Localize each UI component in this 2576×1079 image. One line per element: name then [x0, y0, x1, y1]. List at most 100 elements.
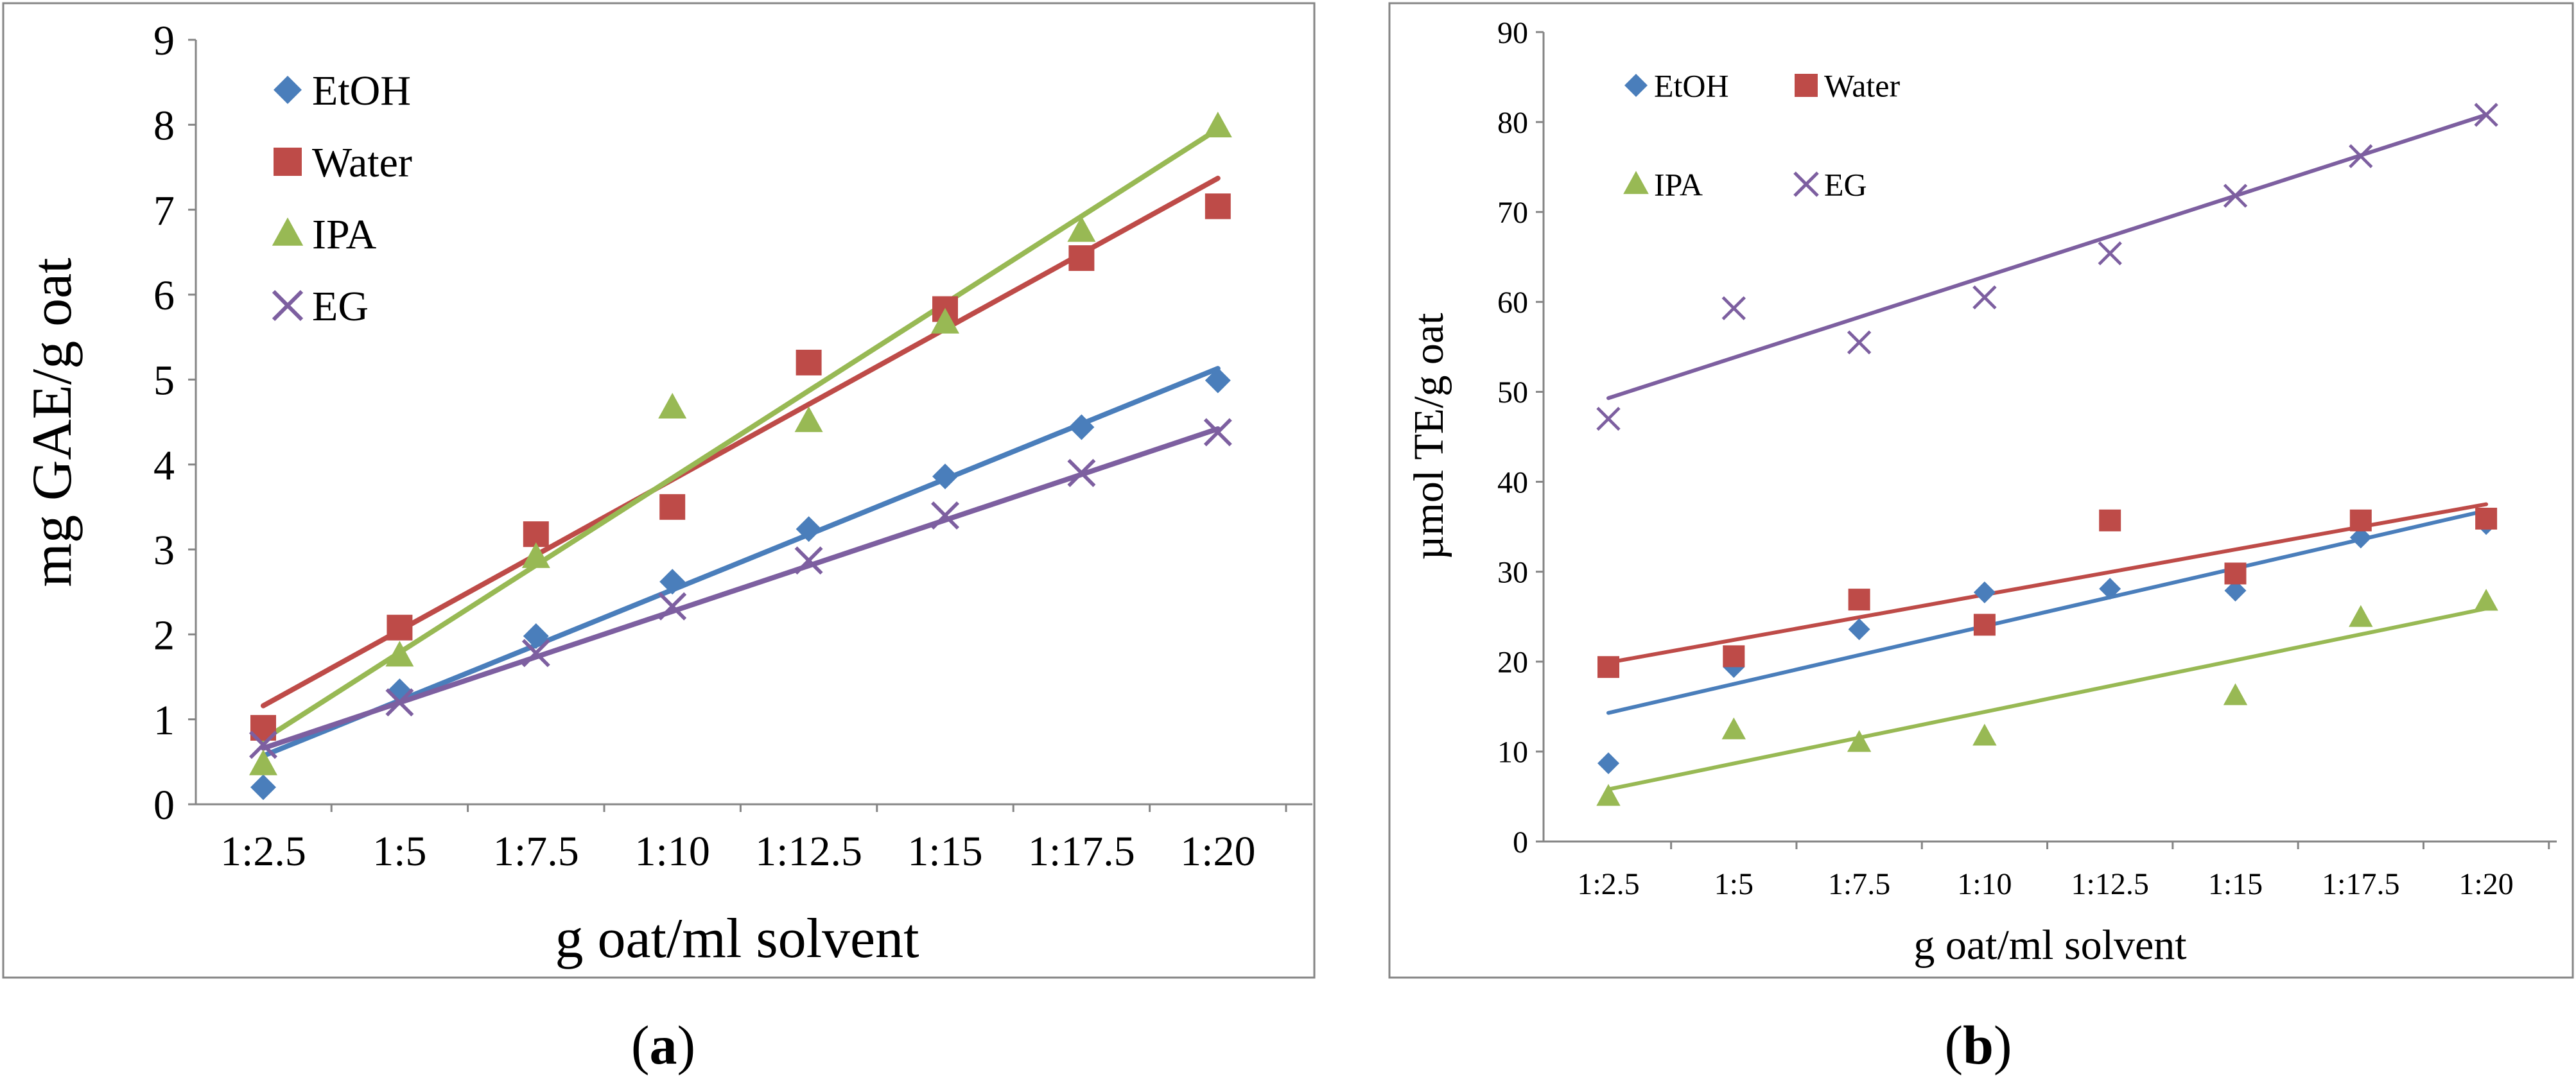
y-tick-label: 40	[1497, 465, 1528, 499]
x-tick-label: 1:2.5	[1577, 867, 1639, 901]
x-tick-label: 1:12.5	[755, 828, 862, 875]
legend-label-etoh: EtOH	[1654, 68, 1729, 104]
legend-label-eg: EG	[1824, 167, 1867, 203]
legend-label-water: Water	[1824, 68, 1900, 104]
data-point-water	[2349, 509, 2372, 531]
data-point-water	[1068, 245, 1095, 272]
panel-a-x-ticks: 1:2.5 1:5 1:7.5 1:10 1:12.5 1:15 1:17.5 1:20	[220, 804, 1287, 875]
data-point-etoh	[523, 623, 549, 649]
data-point-etoh	[796, 516, 822, 542]
data-point-ipa	[794, 406, 823, 433]
y-tick-label: 10	[1497, 736, 1528, 770]
x-tick-label: 1:5	[1714, 867, 1754, 901]
y-tick-label: 90	[1497, 16, 1528, 50]
data-point-etoh	[659, 569, 686, 595]
data-point-ipa	[1596, 784, 1621, 806]
data-point-eg	[2223, 184, 2248, 208]
data-point-eg	[658, 592, 687, 621]
data-point-water	[1848, 589, 1870, 611]
data-point-ipa	[1972, 723, 1997, 746]
legend-marker-eg	[272, 289, 304, 322]
trendline-etoh	[261, 366, 1221, 759]
data-point-ipa	[2474, 589, 2498, 611]
data-point-ipa	[249, 749, 277, 775]
trendline-ipa	[1606, 607, 2489, 791]
y-tick-label: 7	[153, 187, 175, 234]
y-tick-label: 2	[153, 612, 175, 659]
panel-b-y-axis-title: µmol TE/g oat	[1405, 313, 1452, 560]
panel-b-x-ticks: 1:2.5 1:5 1:7.5 1:10 1:12.5 1:15 1:17.5 1:20	[1577, 842, 2550, 901]
x-tick-label: 1:10	[1957, 867, 2012, 901]
legend-label-ipa: IPA	[312, 211, 377, 258]
data-point-ipa	[658, 393, 687, 419]
data-point-water	[2475, 508, 2498, 530]
panel-b-legend: EtOH Water IPA EG	[1623, 68, 1900, 203]
panel-a-x-axis-title: g oat/ml solvent	[555, 908, 919, 970]
x-tick-label: 1:2.5	[220, 828, 306, 875]
x-tick-label: 1:7.5	[493, 828, 579, 875]
panel-b-caption-letter: b	[1963, 1014, 1994, 1076]
data-point-etoh	[1848, 618, 1870, 641]
data-point-water	[1205, 193, 1231, 220]
data-point-eg	[931, 501, 959, 530]
x-tick-label: 1:12.5	[2071, 867, 2149, 901]
panel-a-y-ticks: 0 1 2 3 4 5 6 7 8 9	[153, 17, 196, 829]
y-tick-label: 0	[153, 782, 175, 829]
legend-marker-ipa	[1623, 171, 1649, 194]
x-tick-label: 1:15	[2208, 867, 2263, 901]
x-tick-label: 1:15	[907, 828, 982, 875]
legend-marker-eg	[1793, 171, 1819, 197]
panel-b-frame	[1388, 2, 2574, 979]
panel-b-x-axis-title: g oat/ml solvent	[1913, 922, 2186, 969]
legend-label-water: Water	[312, 139, 412, 186]
panel-a-y-axis-title: mg GAE/g oat	[21, 257, 83, 587]
panel-b-y-ticks: 0 10 20 30 40 50 60 70 80 90	[1497, 16, 1544, 859]
data-point-etoh	[2349, 526, 2372, 549]
data-point-etoh	[932, 463, 958, 490]
data-point-etoh	[250, 774, 276, 800]
data-point-eg	[521, 639, 550, 668]
trendline-etoh	[1606, 508, 2489, 715]
data-point-eg	[2098, 241, 2122, 266]
data-point-water	[1597, 656, 1619, 678]
legend-marker-water	[274, 148, 302, 176]
panel-a-caption-letter: a	[650, 1014, 677, 1076]
data-point-eg	[1067, 458, 1096, 487]
data-point-water	[1973, 614, 1996, 636]
x-tick-label: 1:5	[372, 828, 426, 875]
panel-a-points	[249, 111, 1232, 800]
data-point-etoh	[1068, 414, 1095, 440]
y-tick-label: 8	[153, 102, 175, 149]
x-tick-label: 1:10	[635, 828, 710, 875]
panel-a-frame	[2, 2, 1316, 979]
trendline-water	[1606, 502, 2489, 665]
trendline-water	[261, 175, 1221, 709]
legend-label-etoh: EtOH	[312, 67, 411, 114]
data-point-eg	[2349, 144, 2373, 169]
data-point-eg	[1721, 296, 1746, 320]
y-tick-label: 9	[153, 17, 175, 64]
data-point-ipa	[1847, 730, 1872, 752]
y-tick-label: 4	[153, 442, 175, 489]
legend-marker-ipa	[272, 217, 304, 246]
data-point-eg	[385, 688, 414, 717]
data-point-water	[387, 614, 413, 641]
data-point-water	[2099, 509, 2121, 531]
panel-b-caption: (b)	[1944, 1014, 2012, 1076]
data-point-etoh	[1205, 367, 1231, 393]
data-point-eg	[794, 546, 823, 575]
x-tick-label: 1:20	[1180, 828, 1255, 875]
data-point-ipa	[521, 542, 550, 568]
y-tick-label: 1	[153, 697, 175, 744]
data-point-water	[1723, 645, 1745, 668]
data-point-ipa	[1203, 111, 1232, 137]
y-tick-label: 20	[1497, 646, 1528, 680]
data-point-etoh	[1973, 581, 1996, 603]
data-point-eg	[249, 730, 277, 759]
data-point-water	[796, 349, 822, 375]
panel-b-trendlines	[1606, 112, 2489, 791]
x-tick-label: 1:17.5	[1028, 828, 1135, 875]
x-tick-label: 1:17.5	[2322, 867, 2399, 901]
data-point-ipa	[2349, 605, 2373, 627]
